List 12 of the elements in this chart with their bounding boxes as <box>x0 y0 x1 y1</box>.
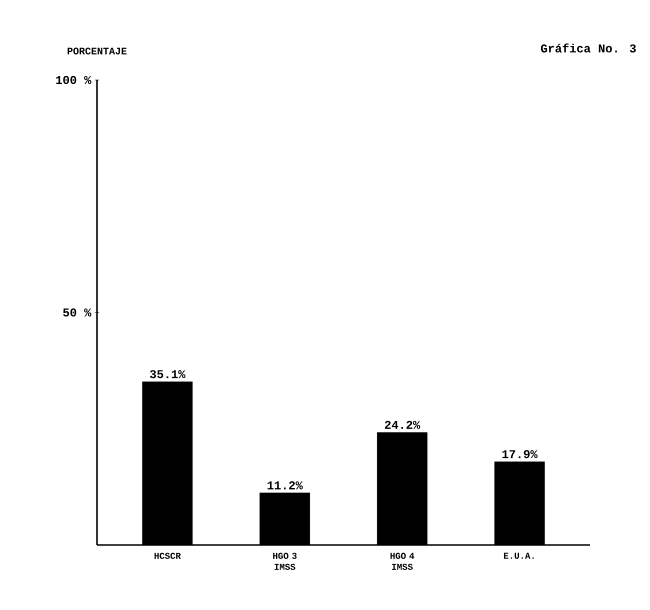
data-label: 17.9% <box>502 450 538 458</box>
y-tick-label: 100 % <box>56 76 92 84</box>
x-tick-label: HCSCR <box>154 552 181 559</box>
data-label: 24.2% <box>384 420 420 429</box>
y-tick-label: 50 % <box>63 308 92 317</box>
x-tick-label: HGO 3 IMSS <box>273 552 297 570</box>
x-tick-label: HGO 4 IMSS <box>390 552 414 570</box>
x-tick-label: E.U.A. <box>504 552 534 559</box>
data-label: 11.2% <box>268 481 303 490</box>
y-axis-title: PORCENTAJE <box>68 48 127 54</box>
chart-title: Gráfica No. 3 <box>540 44 636 53</box>
data-label: 35.1% <box>150 370 186 378</box>
